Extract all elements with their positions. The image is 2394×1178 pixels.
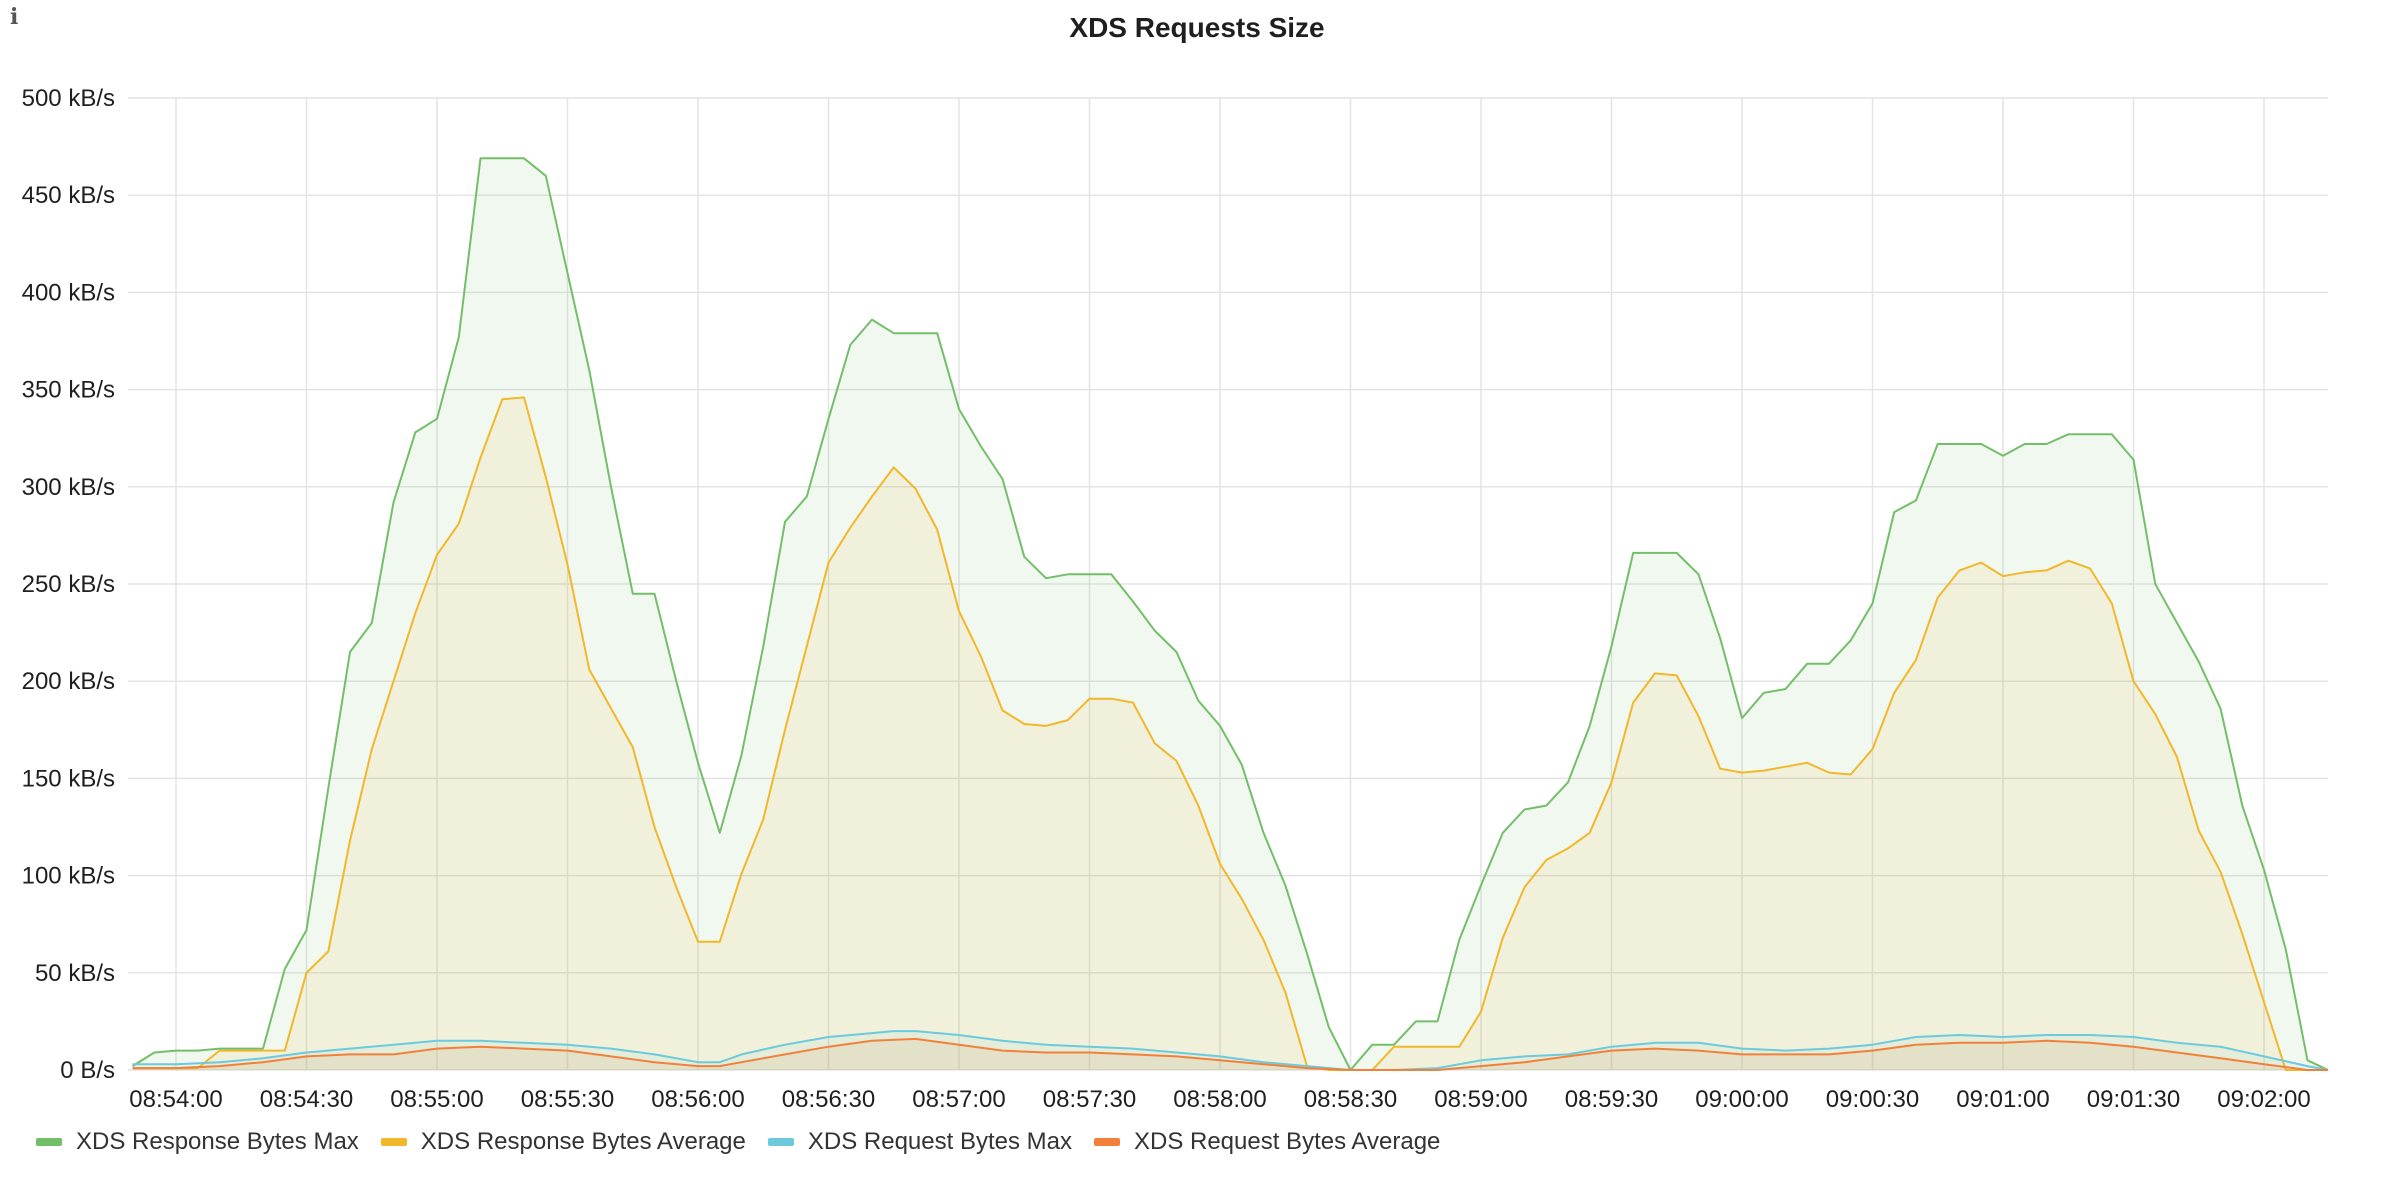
x-tick-label: 08:57:30 [1043,1086,1136,1113]
series-areas [132,158,2328,1071]
series-line-0[interactable] [131,157,2329,1071]
y-tick-label: 300 kB/s [22,474,115,501]
y-tick-label: 200 kB/s [22,668,115,695]
x-tick-label: 08:55:30 [521,1086,614,1113]
series-lines [131,157,2329,1071]
y-tick-label: 150 kB/s [22,765,115,792]
x-tick-label: 09:01:00 [1956,1086,2049,1113]
x-tick-label: 09:00:00 [1695,1086,1788,1113]
x-tick-label: 09:02:00 [2217,1086,2310,1113]
y-tick-label: 100 kB/s [22,863,115,890]
series-line-1[interactable] [132,396,2329,1071]
x-tick-label: 08:57:00 [912,1086,1005,1113]
y-axis: 0 B/s 50 kB/s 100 kB/s 150 kB/s 200 kB/s 250 … [22,85,115,1084]
x-tick-label: 08:56:30 [782,1086,875,1113]
y-tick-label: 450 kB/s [22,182,115,209]
y-tick-label: 500 kB/s [22,85,115,112]
x-tick-label: 09:00:30 [1826,1086,1919,1113]
series-line-2[interactable] [132,1030,2329,1071]
series-area-0 [132,158,2328,1071]
x-tick-label: 08:58:00 [1173,1086,1266,1113]
x-tick-label: 08:55:00 [390,1086,483,1113]
legend-label: XDS Response Bytes Max [76,1128,359,1155]
grid-lines [128,97,2328,1071]
x-axis: 08:54:00 08:54:30 08:55:00 08:55:30 08:56:00… [129,1086,2310,1113]
legend-item[interactable]: XDS Request Bytes Max [767,1128,1072,1156]
series-area-3 [132,1038,2328,1070]
x-tick-label: 08:54:30 [260,1086,353,1113]
legend-item[interactable]: XDS Request Bytes Average [1093,1128,1441,1156]
y-tick-label: 250 kB/s [22,571,115,598]
x-tick-label: 08:54:00 [129,1086,222,1113]
y-tick-label: 0 B/s [60,1057,115,1084]
x-tick-label: 08:59:00 [1434,1086,1527,1113]
legend: XDS Response Bytes Max XDS Response Bytes… [36,1128,1440,1156]
legend-item[interactable]: XDS Response Bytes Average [380,1128,746,1156]
y-tick-label: 350 kB/s [22,377,115,404]
legend-label: XDS Response Bytes Average [420,1128,746,1155]
x-tick-label: 09:01:30 [2087,1086,2180,1113]
legend-swatch [1093,1138,1120,1146]
legend-swatch [767,1138,794,1146]
x-tick-label: 08:56:00 [651,1086,744,1113]
panel-title: XDS Requests Size [1069,12,1325,43]
legend-swatch [380,1138,407,1146]
legend-label: XDS Request Bytes Average [1133,1128,1441,1155]
x-tick-label: 08:59:30 [1565,1086,1658,1113]
series-line-3[interactable] [132,1037,2329,1071]
x-tick-label: 08:58:30 [1304,1086,1397,1113]
info-icon[interactable]: i [10,4,19,30]
legend-swatch [36,1138,62,1146]
y-tick-label: 400 kB/s [22,279,115,306]
legend-item[interactable]: XDS Response Bytes Max [36,1128,359,1156]
series-area-2 [132,1031,2328,1070]
y-tick-label: 50 kB/s [35,960,115,987]
legend-label: XDS Request Bytes Max [807,1128,1072,1155]
